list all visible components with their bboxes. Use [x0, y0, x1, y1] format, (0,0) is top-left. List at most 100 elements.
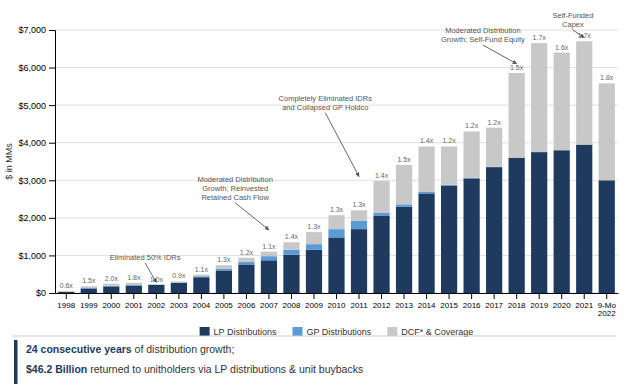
bar: [261, 256, 277, 260]
coverage-label: 1.8x: [127, 274, 141, 281]
x-tick-mark: [291, 293, 292, 299]
coverage-label: 1.7x: [578, 32, 592, 39]
footnote-text: returned to unitholders via LP distribut…: [87, 363, 363, 375]
x-tick-label: 2004: [192, 301, 210, 310]
x-tick-mark: [111, 293, 112, 299]
x-tick-label-line: 2020: [553, 301, 571, 310]
y-tick: $0: [36, 288, 55, 298]
annotation-line: Growth; Self-Fund Equity: [441, 35, 525, 44]
x-tick-mark: [336, 293, 337, 299]
x-tick-label-line: 2021: [575, 301, 593, 310]
annotation-line: Moderated Distribution: [445, 26, 520, 35]
y-tick: $7,000: [18, 25, 55, 35]
x-tick-mark: [606, 293, 607, 299]
coverage-label: 2.0x: [105, 275, 119, 282]
x-tick: 2017: [485, 293, 503, 310]
annotation-line: Capex: [562, 20, 584, 29]
x-tick-label-line: 2010: [328, 301, 346, 310]
x-tick: 2004: [192, 293, 210, 310]
x-tick-label-line: 2007: [260, 301, 278, 310]
annotation: Moderated DistributionGrowth; Reinvested…: [197, 175, 272, 202]
bar: [396, 204, 412, 206]
y-tick-label: $7,000: [18, 25, 46, 35]
bar: [306, 232, 322, 244]
y-tick-mark: [49, 255, 55, 256]
x-tick-label: 2010: [328, 301, 346, 310]
x-tick-label-line: 2013: [395, 301, 413, 310]
footer: 24 consecutive years of distribution gro…: [12, 336, 616, 384]
x-tick-label: 2021: [575, 301, 593, 310]
x-tick-mark: [381, 293, 382, 299]
x-tick-mark: [471, 293, 472, 299]
x-tick: 2019: [530, 293, 548, 310]
annotation-line: Moderated Distribution: [197, 175, 272, 184]
annotation-arrow: [145, 263, 156, 283]
x-tick: 2012: [373, 293, 391, 310]
coverage-label: 1.3x: [330, 206, 344, 213]
bar: [103, 284, 119, 286]
y-axis-line: [49, 31, 56, 294]
x-tick-label-line: 2000: [102, 301, 120, 310]
x-tick-label-line: 2003: [170, 301, 188, 310]
x-tick-label: 2013: [395, 301, 413, 310]
bar: [576, 41, 592, 144]
annotation: Moderated DistributionGrowth; Self-Fund …: [441, 26, 525, 44]
grid-line: [55, 30, 618, 31]
x-tick-mark: [223, 293, 224, 299]
x-tick-mark: [561, 293, 562, 299]
y-tick-label: $5,000: [18, 101, 46, 111]
bar: [464, 131, 480, 177]
x-tick-label: 2012: [373, 301, 391, 310]
x-tick-label-line: 2019: [530, 301, 548, 310]
x-tick-mark: [178, 293, 179, 299]
coverage-label: 1.5x: [397, 156, 411, 163]
coverage-label: 1.2x: [442, 137, 456, 144]
bar: [171, 281, 187, 283]
x-tick-label: 2009: [305, 301, 323, 310]
coverage-label: 1.4x: [375, 172, 389, 179]
x-tick: 2000: [102, 293, 120, 310]
x-tick-label-line: 2002: [147, 301, 165, 310]
bar: [396, 207, 412, 293]
x-tick-label-line: 2014: [418, 301, 436, 310]
x-tick-label: 2015: [440, 301, 458, 310]
bar: [193, 275, 209, 277]
x-tick-mark: [313, 293, 314, 299]
bar: [441, 186, 457, 293]
bar: [103, 286, 119, 293]
x-tick-mark: [494, 293, 495, 299]
bar: [328, 215, 344, 229]
x-tick-mark: [201, 293, 202, 299]
coverage-label: 1.1x: [195, 266, 209, 273]
annotation-arrow: [325, 113, 359, 177]
x-tick-label: 2006: [238, 301, 256, 310]
bar: [283, 242, 299, 250]
y-tick-mark: [49, 180, 55, 181]
coverage-label: 1.3x: [217, 256, 231, 263]
bar: [531, 43, 547, 152]
x-tick-label: 2008: [283, 301, 301, 310]
coverage-label: 1.0x: [150, 276, 164, 283]
y-tick-mark: [49, 293, 55, 294]
y-tick-mark: [49, 68, 55, 69]
x-tick: 2021: [575, 293, 593, 310]
bar: [373, 213, 389, 216]
x-tick-mark: [404, 293, 405, 299]
y-tick: $2,000: [18, 213, 55, 223]
footnote-text: of distribution growth;: [132, 343, 235, 355]
bar: [81, 286, 97, 288]
x-tick: 1998: [57, 293, 75, 310]
bar-series: [58, 145, 615, 293]
annotation-line: and Collapsed GP Holdco: [282, 103, 368, 112]
bar: [373, 181, 389, 213]
x-tick-mark: [516, 293, 517, 299]
x-tick: 2007: [260, 293, 278, 310]
bar: [148, 284, 164, 285]
bar: [58, 291, 74, 293]
bar: [351, 221, 367, 229]
bar: [283, 250, 299, 255]
annotation-arrow: [483, 45, 517, 64]
coverage-label: 0.6x: [60, 282, 74, 289]
coverage-label: 1.7x: [533, 34, 547, 41]
annotation: Completely Eliminated IDRsand Collapsed …: [279, 94, 373, 112]
